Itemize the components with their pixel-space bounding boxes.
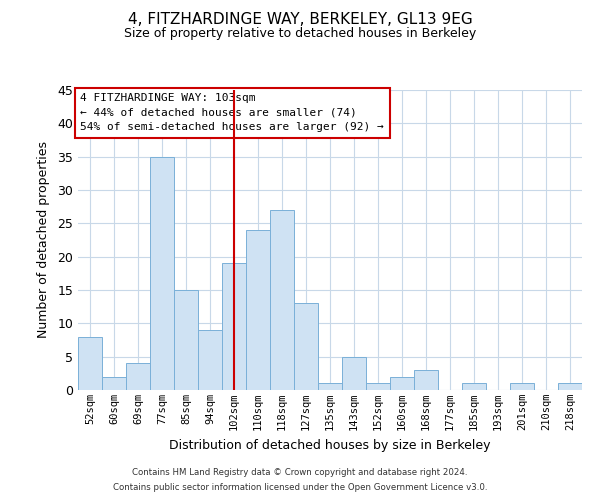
Text: Size of property relative to detached houses in Berkeley: Size of property relative to detached ho… — [124, 28, 476, 40]
Bar — [222, 264, 246, 390]
Bar — [198, 330, 222, 390]
Bar — [366, 384, 390, 390]
Bar — [126, 364, 150, 390]
Bar — [150, 156, 174, 390]
Bar — [558, 384, 582, 390]
Text: 4 FITZHARDINGE WAY: 103sqm
← 44% of detached houses are smaller (74)
54% of semi: 4 FITZHARDINGE WAY: 103sqm ← 44% of deta… — [80, 94, 384, 132]
Bar — [414, 370, 438, 390]
Bar — [246, 230, 270, 390]
Bar — [318, 384, 342, 390]
Y-axis label: Number of detached properties: Number of detached properties — [37, 142, 50, 338]
Text: Contains HM Land Registry data © Crown copyright and database right 2024.: Contains HM Land Registry data © Crown c… — [132, 468, 468, 477]
Bar — [510, 384, 534, 390]
X-axis label: Distribution of detached houses by size in Berkeley: Distribution of detached houses by size … — [169, 438, 491, 452]
Bar — [390, 376, 414, 390]
Bar — [294, 304, 318, 390]
Bar — [270, 210, 294, 390]
Text: 4, FITZHARDINGE WAY, BERKELEY, GL13 9EG: 4, FITZHARDINGE WAY, BERKELEY, GL13 9EG — [128, 12, 472, 28]
Bar — [102, 376, 126, 390]
Bar — [78, 336, 102, 390]
Text: Contains public sector information licensed under the Open Government Licence v3: Contains public sector information licen… — [113, 483, 487, 492]
Bar — [342, 356, 366, 390]
Bar — [462, 384, 486, 390]
Bar — [174, 290, 198, 390]
